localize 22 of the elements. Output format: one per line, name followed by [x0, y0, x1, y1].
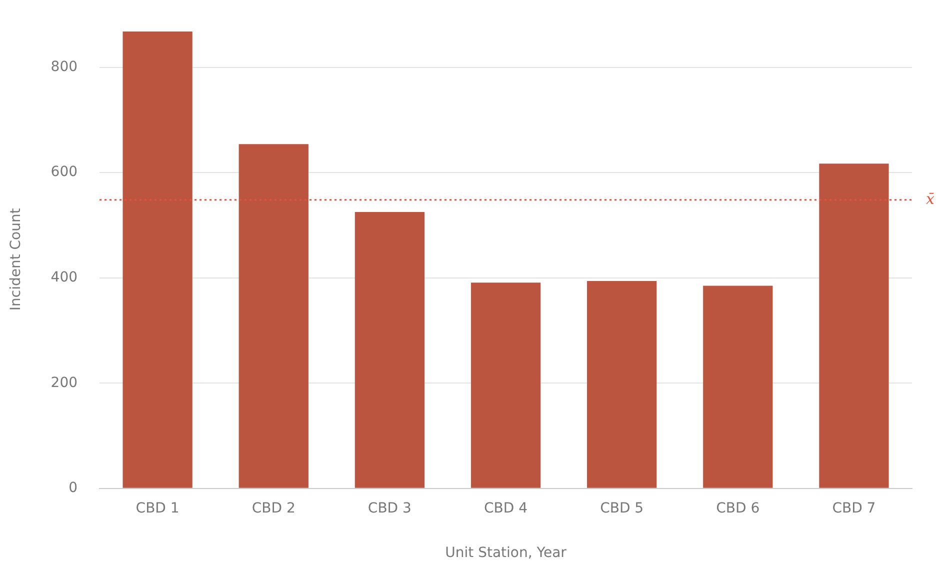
bar [819, 164, 889, 488]
x-tick-label: CBD 1 [136, 500, 180, 516]
bar [587, 280, 657, 488]
x-axis-title: Unit Station, Year [445, 545, 567, 562]
x-tick-label: CBD 7 [832, 500, 876, 516]
bar [238, 144, 308, 488]
y-tick-label: 0 [68, 480, 78, 496]
bar [703, 286, 773, 488]
bar [354, 212, 425, 488]
x-tick-label: CBD 4 [484, 500, 528, 516]
y-tick-label: 800 [50, 58, 78, 75]
x-tick-label: CBD 6 [716, 500, 760, 516]
y-tick-label: 400 [50, 269, 78, 286]
y-tick-label: 200 [50, 374, 78, 391]
ref-line-label: x̄ [926, 190, 935, 208]
x-tick-label: CBD 2 [252, 500, 296, 516]
y-axis-title: Incident Count [8, 208, 24, 311]
x-tick-label: CBD 5 [600, 500, 644, 516]
bar [122, 31, 192, 488]
bar [470, 282, 541, 488]
x-tick-label: CBD 3 [368, 500, 412, 516]
y-tick-label: 600 [50, 164, 78, 180]
